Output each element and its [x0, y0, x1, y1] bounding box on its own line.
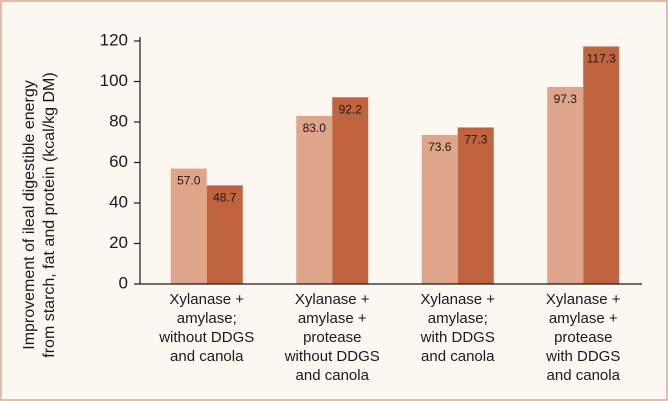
data-label: 117.3: [587, 52, 616, 66]
x-tick-label-line: protease: [303, 329, 361, 346]
x-tick-label-line: and canola: [547, 367, 621, 384]
x-tick-label-line: without DDGS: [158, 329, 254, 346]
data-label: 83.0: [303, 121, 327, 135]
x-tick-label-line: amylase;: [177, 310, 237, 327]
x-tick-label-line: and canola: [296, 367, 370, 384]
y-tick-label: 60: [109, 152, 128, 171]
y-axis-label: from starch, fat and protein (kcal/kg DM…: [41, 72, 58, 357]
data-label: 92.2: [339, 102, 363, 116]
y-tick-label: 0: [119, 273, 128, 292]
data-label: 77.3: [464, 133, 488, 147]
x-tick-label: Xylanase + amylase + protease without DDGS a…: [284, 291, 380, 384]
data-label: 48.7: [213, 191, 237, 205]
x-tick-label-line: with DDGS: [545, 348, 620, 365]
x-tick-label-line: Xylanase +: [420, 291, 495, 308]
x-tick-label-line: amylase;: [428, 310, 488, 327]
bar: [547, 86, 584, 284]
x-tick-label: Xylanase + amylase; with DDGS and canola: [420, 291, 496, 365]
y-tick-label: 20: [109, 233, 128, 252]
x-tick-label-line: without DDGS: [284, 348, 380, 365]
y-tick-label: 40: [109, 192, 128, 211]
y-tick-label: 100: [100, 71, 128, 90]
x-tick-label-line: Xylanase +: [169, 291, 244, 308]
y-tick-label: 80: [109, 111, 128, 130]
bar: [296, 115, 333, 284]
x-tick-label: Xylanase + amylase; without DDGS and canola: [158, 291, 254, 365]
x-tick-label-line: and canola: [421, 348, 495, 365]
x-tick-label-line: amylase +: [298, 310, 367, 327]
data-label: 97.3: [554, 92, 578, 106]
y-tick-label: 120: [100, 30, 128, 49]
x-tick-label-line: amylase +: [549, 310, 618, 327]
bar: [583, 46, 620, 284]
bar: [457, 127, 494, 284]
x-tick-label-line: protease: [554, 329, 612, 346]
x-tick-label-line: and canola: [170, 348, 244, 365]
bar: [332, 97, 369, 284]
data-label: 73.6: [428, 140, 452, 154]
data-label: 57.0: [177, 174, 201, 188]
x-tick-label-line: Xylanase +: [546, 291, 621, 308]
x-tick-label: Xylanase + amylase + protease with DDGS and …: [545, 291, 621, 384]
x-tick-label-line: with DDGS: [420, 329, 495, 346]
bar: [206, 185, 243, 284]
y-axis-label: Improvement of ileal digestible energy: [21, 80, 38, 349]
bar: [170, 168, 207, 284]
bar: [421, 134, 458, 284]
x-tick-label-line: Xylanase +: [295, 291, 370, 308]
